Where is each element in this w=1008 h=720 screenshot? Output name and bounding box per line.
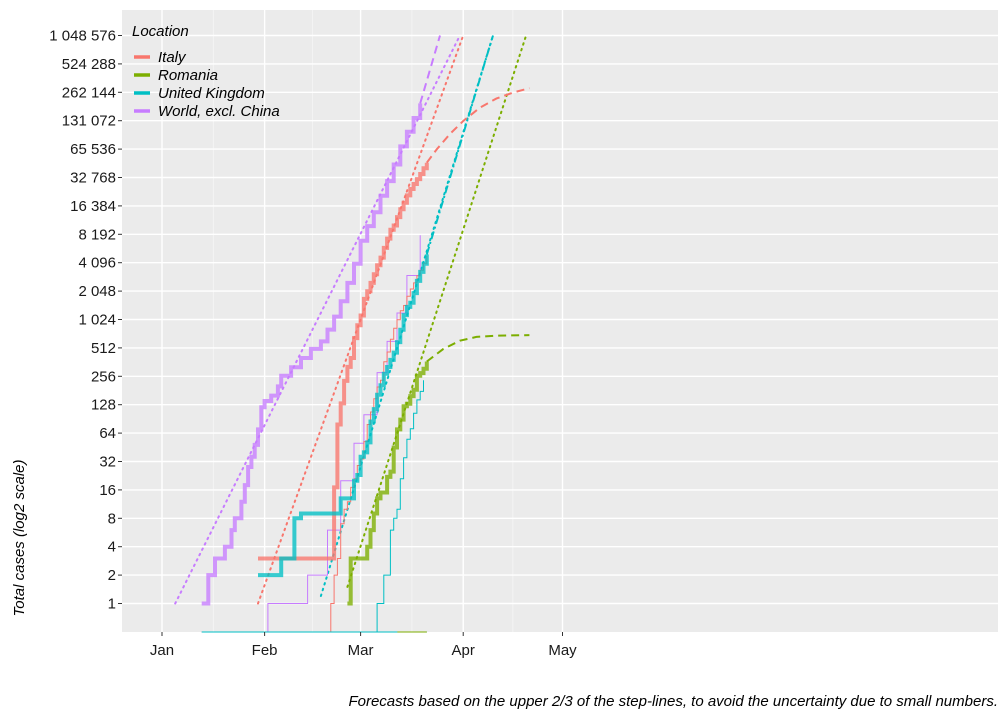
y-tick-label: 8 [108,510,116,527]
legend-title: Location [132,23,189,40]
y-tick-label: 262 144 [62,84,116,101]
x-tick-label: May [548,642,577,659]
y-tick-label: 1 048 576 [49,28,116,45]
y-tick-label: 2 [108,567,116,584]
y-tick-label: 1 024 [78,312,116,329]
united-kingdom-deaths-line [376,380,424,632]
italy-forecast-line [425,87,530,164]
world-excl-china-forecast-line [419,35,441,104]
legend-label-romania: Romania [158,67,218,84]
legend-label-world-excl-china: World, excl. China [158,103,280,120]
romania-fit-line [346,34,528,588]
y-tick-label: 16 384 [70,198,116,215]
y-tick-label: 8 192 [78,226,116,243]
y-axis-label: Total cases (log2 scale) [11,459,28,616]
y-tick-label: 64 [99,425,116,442]
y-tick-label: 4 096 [78,255,116,272]
x-tick-label: Jan [150,642,174,659]
y-tick-label: 4 [108,539,116,556]
y-tick-label: 524 288 [62,56,116,73]
y-tick-label: 32 [99,454,116,471]
legend-label-italy: Italy [158,49,187,66]
italy-cases-line [258,162,429,561]
y-tick-label: 256 [91,368,116,385]
major-gridlines [122,10,998,632]
x-tick-label: Mar [348,642,374,659]
united-kingdom-forecast-line [425,35,494,255]
y-tick-label: 128 [91,397,116,414]
y-tick-label: 65 536 [70,141,116,158]
legend-label-united-kingdom: United Kingdom [158,85,265,102]
forecast-lines [419,35,530,363]
world-excl-china-cases-line [201,103,423,606]
y-tick-label: 512 [91,340,116,357]
plot-panel [122,10,998,632]
world-excl-china-deaths-line [267,235,421,632]
y-tick-label: 32 768 [70,170,116,187]
x-tick-label: Feb [252,642,278,659]
y-tick-label: 131 072 [62,113,116,130]
chart-caption: Forecasts based on the upper 2/3 of the … [348,693,998,710]
y-tick-label: 16 [99,482,116,499]
case-step-lines [201,103,429,606]
y-tick-label: 1 [108,596,116,613]
united-kingdom-cases-line [258,254,429,578]
x-axis: Jan Feb Mar Apr May [150,632,577,659]
romania-cases-line [347,361,429,606]
y-axis: 1 2 4 8 16 32 64 128 256 512 1 024 2 048 4 096 8 192 1… [49,28,122,613]
romania-forecast-line [426,334,530,363]
x-tick-label: Apr [452,642,475,659]
y-tick-label: 2 048 [78,283,116,300]
